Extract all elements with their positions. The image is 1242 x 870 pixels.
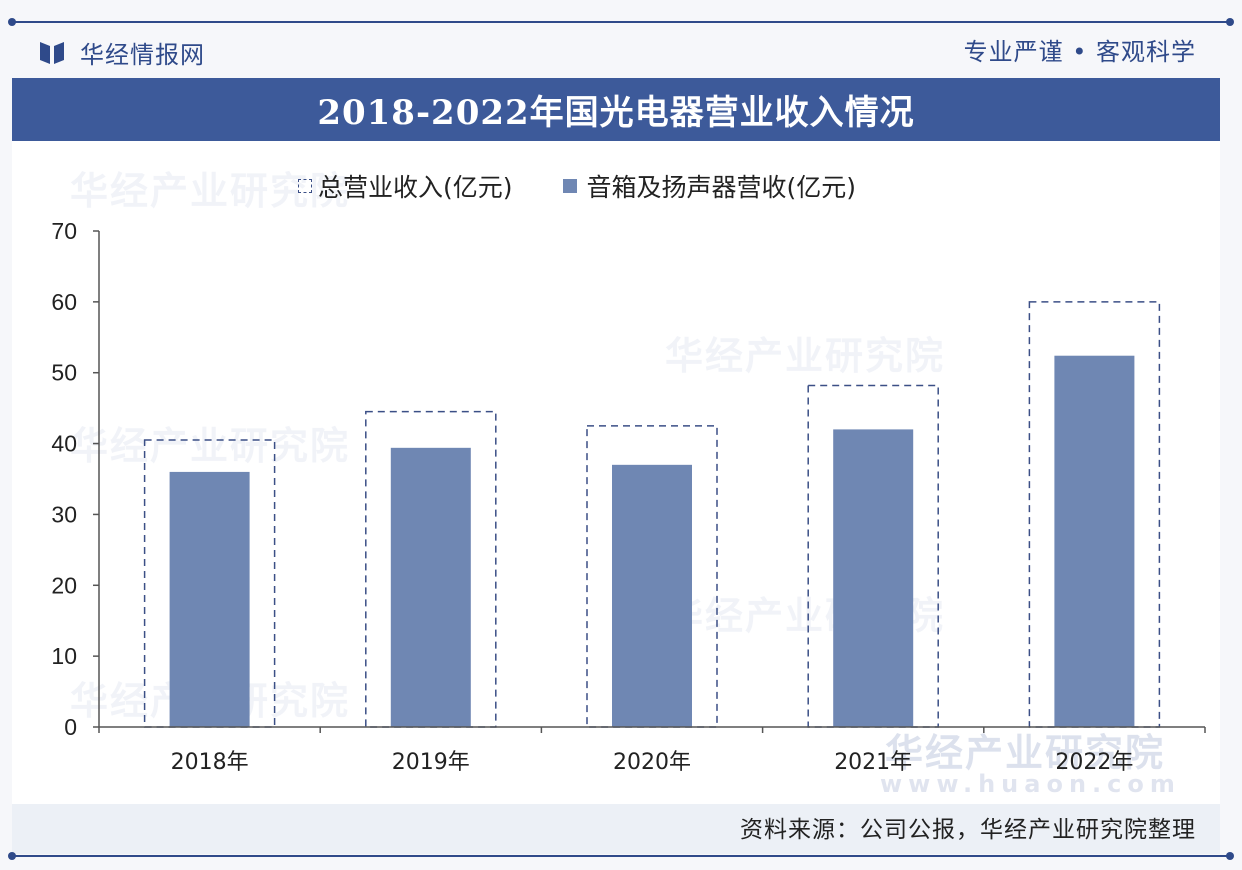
x-tick-label: 2021年 xyxy=(834,750,912,775)
brand: 华经情报网 xyxy=(38,34,205,70)
bar-speaker xyxy=(612,464,692,727)
legend-label-speaker: 音箱及扬声器营收(亿元) xyxy=(586,173,857,202)
x-axis: 2018年 2019年 2020年 2021年 2022年 xyxy=(98,726,1206,775)
slogan: 专业严谨 • 客观科学 xyxy=(963,38,1196,66)
legend-swatch-dashed xyxy=(298,179,312,193)
y-axis: 0 10 20 30 40 50 60 70 xyxy=(51,218,100,740)
legend-item-total: 总营业收入(亿元) xyxy=(298,168,513,204)
y-tick-label: 0 xyxy=(64,714,77,740)
y-tick-label: 50 xyxy=(51,360,77,386)
bar-speaker xyxy=(169,471,250,727)
y-tick-label: 60 xyxy=(51,289,77,315)
x-tick-label: 2020年 xyxy=(613,750,691,775)
source-note: 资料来源：公司公报，华经产业研究院整理 xyxy=(740,817,1196,843)
y-tick-label: 30 xyxy=(51,501,77,527)
bar-speaker xyxy=(390,447,471,727)
x-tick-label: 2019年 xyxy=(392,750,470,775)
legend-swatch-solid xyxy=(562,179,577,193)
brand-name: 华经情报网 xyxy=(80,40,205,69)
bars xyxy=(143,301,1161,728)
legend-item-speaker: 音箱及扬声器营收(亿元) xyxy=(562,168,857,204)
top-rule xyxy=(8,18,1234,26)
bar-speaker xyxy=(833,429,914,727)
bar-speaker xyxy=(1054,355,1135,727)
chart-title: 2018-2022年国光电器营业收入情况 xyxy=(317,93,915,133)
title-bar: 2018-2022年国光电器营业收入情况 xyxy=(12,78,1220,141)
y-tick-label: 10 xyxy=(51,643,77,669)
x-tick-label: 2022年 xyxy=(1055,750,1133,775)
y-tick-label: 40 xyxy=(51,431,77,457)
x-tick-label: 2018年 xyxy=(171,750,249,775)
bottom-rule xyxy=(8,852,1234,860)
legend-label-total: 总营业收入(亿元) xyxy=(318,173,513,202)
bar-total xyxy=(1028,301,1161,728)
footer-bar xyxy=(12,804,1220,854)
legend: 总营业收入(亿元) 音箱及扬声器营收(亿元) xyxy=(298,166,906,206)
brand-logo-icon xyxy=(40,42,64,64)
y-tick-label: 20 xyxy=(51,572,77,598)
bar-total xyxy=(807,384,939,728)
y-tick-label: 70 xyxy=(51,218,77,244)
